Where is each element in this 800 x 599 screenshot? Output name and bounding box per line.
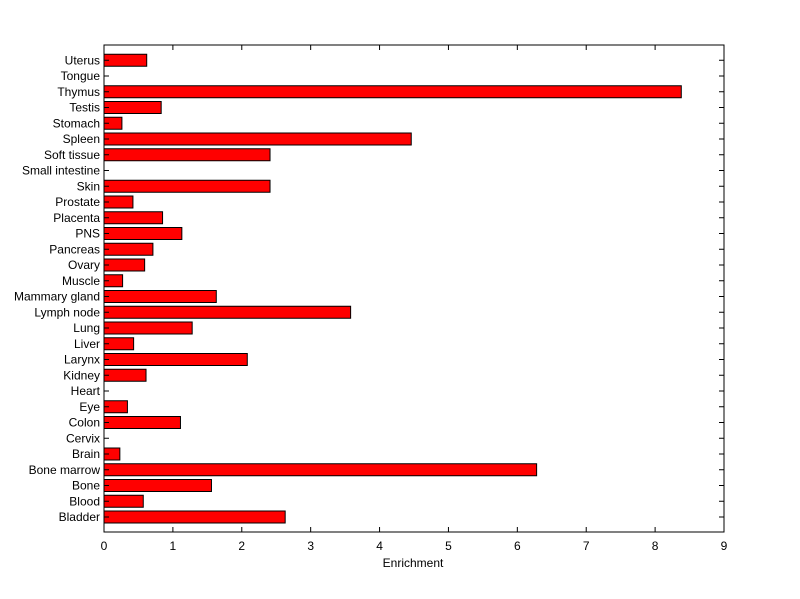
y-tick-label: Pancreas	[49, 242, 100, 256]
bar-colon	[103, 416, 181, 429]
y-tick-label: Bone marrow	[29, 463, 101, 477]
x-tick-label: 6	[514, 539, 521, 553]
x-tick-label: 1	[170, 539, 177, 553]
bar-lymph-node	[103, 305, 352, 319]
y-tick-label: Prostate	[55, 195, 100, 209]
x-tick-label: 9	[721, 539, 728, 553]
x-axis-label: Enrichment	[383, 556, 444, 570]
bar-soft-tissue	[103, 148, 271, 162]
bar-ovary	[103, 258, 146, 272]
bar-pns	[103, 227, 183, 240]
y-tick-label: Placenta	[53, 211, 100, 225]
y-tick-label: Small intestine	[22, 164, 100, 178]
y-tick-label: Ovary	[68, 258, 100, 272]
y-tick-label: Brain	[72, 447, 100, 461]
y-tick-label: Muscle	[62, 274, 100, 288]
y-tick-label: Eye	[79, 400, 100, 414]
x-tick-label: 2	[238, 539, 245, 553]
y-tick-label: Tongue	[61, 69, 101, 83]
plot-area	[104, 45, 724, 532]
y-tick-label: Skin	[77, 179, 100, 193]
x-tick-label: 0	[101, 539, 108, 553]
y-tick-label: Heart	[71, 384, 101, 398]
bar-mammary-gland	[103, 290, 217, 303]
y-tick-label: Colon	[69, 416, 100, 430]
y-tick-label: Soft tissue	[44, 148, 100, 162]
bar-uterus	[103, 53, 148, 67]
y-tick-label: Lymph node	[34, 305, 100, 319]
bar-bone	[103, 479, 212, 492]
bar-skin	[103, 179, 271, 193]
bar-lung	[103, 321, 193, 335]
bar-spleen	[103, 132, 412, 146]
y-tick-label: Uterus	[65, 53, 100, 67]
bar-bone-marrow	[103, 463, 538, 477]
y-tick-label: Larynx	[64, 353, 100, 367]
bar-placenta	[103, 211, 164, 225]
y-tick-label: Kidney	[63, 368, 100, 382]
bar-pancreas	[103, 242, 154, 256]
y-tick-label: Bladder	[59, 510, 100, 524]
y-tick-label: Bone	[72, 479, 100, 493]
y-tick-label: Blood	[69, 494, 100, 508]
x-tick-label: 8	[652, 539, 659, 553]
y-tick-label: Mammary gland	[14, 290, 100, 304]
y-tick-label: PNS	[75, 227, 100, 241]
bar-bladder	[103, 510, 286, 524]
y-tick-label: Cervix	[66, 431, 100, 445]
x-tick-label: 5	[445, 539, 452, 553]
y-tick-label: Thymus	[57, 85, 100, 99]
x-tick-label: 4	[376, 539, 383, 553]
y-tick-label: Liver	[74, 337, 100, 351]
x-tick-label: 7	[583, 539, 590, 553]
y-tick-label: Lung	[73, 321, 100, 335]
bar-kidney	[103, 368, 147, 382]
bar-thymus	[103, 85, 682, 99]
bar-blood	[103, 494, 144, 508]
bar-larynx	[103, 353, 248, 366]
y-tick-label: Stomach	[53, 116, 100, 130]
bar-testis	[103, 101, 162, 114]
plot-frame	[103, 44, 725, 533]
y-tick-label: Spleen	[63, 132, 100, 146]
x-tick-label: 3	[307, 539, 314, 553]
y-tick-label: Testis	[69, 101, 100, 115]
